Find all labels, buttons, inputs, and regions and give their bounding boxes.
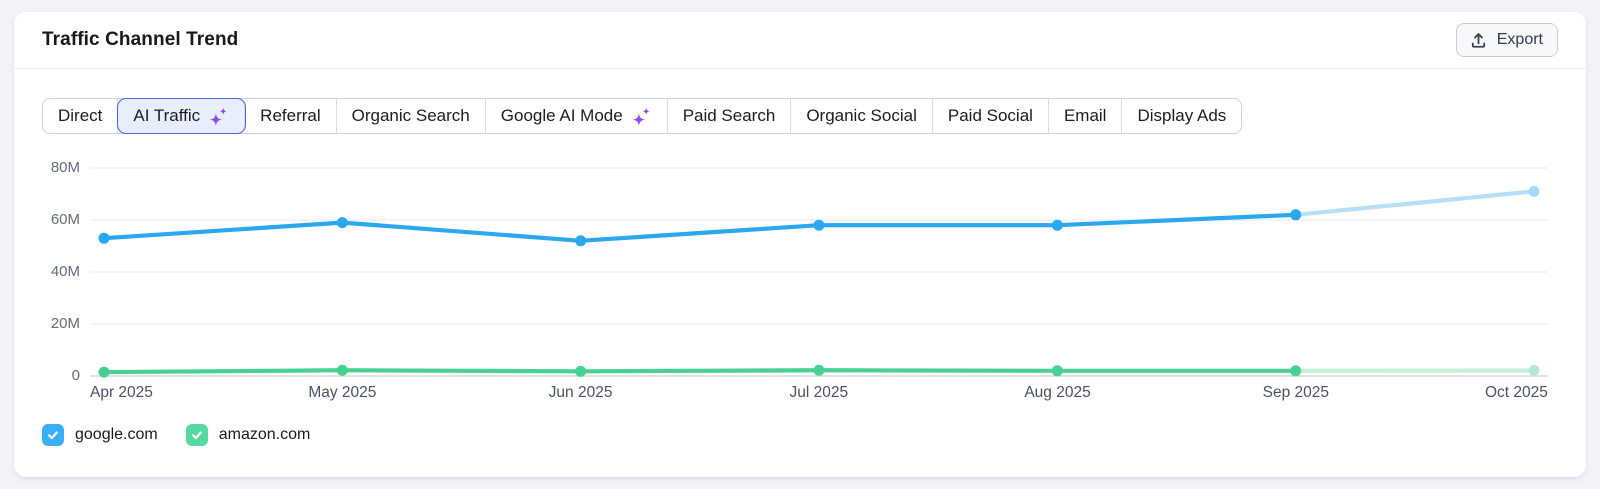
checkmark-icon bbox=[48, 431, 58, 440]
x-tick-label: Oct 2025 bbox=[1485, 384, 1548, 401]
ai-sparkle-icon bbox=[208, 106, 229, 127]
trend-chart: 80M 60M 40M 20M 0 bbox=[42, 156, 1548, 384]
ai-sparkle-icon bbox=[631, 106, 652, 127]
tab-paid-search[interactable]: Paid Search bbox=[668, 99, 792, 133]
y-tick-label: 20M bbox=[50, 315, 80, 332]
tab-label: Direct bbox=[58, 106, 103, 125]
tab-organic-social[interactable]: Organic Social bbox=[791, 99, 933, 133]
data-point-amazon-com-jul-2025[interactable] bbox=[813, 364, 825, 376]
x-tick-label: Jul 2025 bbox=[789, 384, 849, 401]
legend-item-google-com[interactable]: google.com bbox=[42, 424, 158, 446]
trend-chart-canvas[interactable] bbox=[90, 156, 1548, 378]
legend-item-amazon-com[interactable]: amazon.com bbox=[185, 424, 311, 446]
tab-ai-traffic[interactable]: AI Traffic bbox=[118, 99, 246, 133]
legend-checkbox-google-com[interactable] bbox=[42, 424, 64, 446]
export-upload-icon bbox=[1469, 31, 1488, 50]
page-title: Traffic Channel Trend bbox=[42, 29, 239, 50]
y-tick-label: 0 bbox=[71, 367, 80, 384]
export-button[interactable]: Export bbox=[1455, 23, 1558, 57]
tab-label: Google AI Mode bbox=[500, 106, 623, 125]
checkmark-icon bbox=[191, 431, 202, 440]
x-tick-label: Jun 2025 bbox=[548, 384, 613, 401]
tab-referral[interactable]: Referral bbox=[245, 99, 337, 133]
data-point-google-com-sep-2025[interactable] bbox=[1290, 209, 1302, 221]
chart-legend: google.com amazon.com bbox=[42, 424, 1558, 446]
data-point-amazon-com-may-2025[interactable] bbox=[336, 364, 348, 376]
x-tick-label: Apr 2025 bbox=[90, 384, 153, 401]
data-point-amazon-com-jun-2025[interactable] bbox=[575, 365, 587, 377]
traffic-channel-trend-card: Traffic Channel Trend Export Direct AI Tr… bbox=[14, 12, 1586, 477]
data-point-google-com-jul-2025[interactable] bbox=[813, 219, 825, 231]
trend-line-amazon-com bbox=[101, 368, 1298, 375]
tab-paid-social[interactable]: Paid Social bbox=[933, 99, 1049, 133]
export-button-label: Export bbox=[1496, 31, 1543, 48]
trend-line-google-com bbox=[101, 212, 1298, 243]
data-point-google-com-jun-2025[interactable] bbox=[575, 235, 587, 247]
tab-label: Paid Social bbox=[947, 106, 1033, 125]
tab-email[interactable]: Email bbox=[1049, 99, 1123, 133]
tab-organic-search[interactable]: Organic Search bbox=[337, 99, 486, 133]
x-tick-label: Aug 2025 bbox=[1024, 384, 1091, 401]
data-point-amazon-com-apr-2025[interactable] bbox=[98, 366, 110, 378]
channel-tabs: Direct AI Traffic Referral Organic Search Go… bbox=[42, 98, 1243, 134]
data-point-google-com-apr-2025[interactable] bbox=[98, 232, 110, 244]
forecast-line-google-com bbox=[1293, 189, 1537, 217]
x-tick-label: Sep 2025 bbox=[1262, 384, 1330, 401]
data-point-amazon-com-oct-2025[interactable] bbox=[1528, 365, 1540, 377]
x-tick-label: May 2025 bbox=[308, 384, 377, 401]
tab-label: Paid Search bbox=[682, 106, 776, 125]
y-tick-label: 80M bbox=[50, 159, 80, 176]
tab-label: Organic Search bbox=[351, 106, 470, 125]
data-point-amazon-com-aug-2025[interactable] bbox=[1051, 365, 1063, 377]
tab-label: Email bbox=[1063, 106, 1107, 125]
data-point-google-com-oct-2025[interactable] bbox=[1528, 185, 1540, 197]
tab-direct[interactable]: Direct bbox=[43, 99, 119, 133]
y-tick-label: 40M bbox=[50, 263, 80, 280]
x-axis-labels: Apr 2025 May 2025 Jun 2025 Jul 2025 Aug 2025… bbox=[90, 384, 1548, 406]
data-point-google-com-may-2025[interactable] bbox=[336, 217, 348, 229]
tab-label: Referral bbox=[260, 106, 321, 125]
legend-checkbox-amazon-com[interactable] bbox=[185, 424, 208, 446]
legend-label: amazon.com bbox=[218, 426, 311, 443]
y-tick-label: 60M bbox=[50, 211, 80, 228]
data-point-google-com-aug-2025[interactable] bbox=[1051, 219, 1063, 231]
legend-label: google.com bbox=[75, 426, 158, 443]
tab-label: Organic Social bbox=[806, 106, 917, 125]
tab-display-ads[interactable]: Display Ads bbox=[1122, 99, 1241, 133]
tab-label: Display Ads bbox=[1137, 106, 1227, 125]
tab-google-ai-mode[interactable]: Google AI Mode bbox=[486, 99, 668, 133]
tab-label: AI Traffic bbox=[133, 106, 201, 125]
data-point-amazon-com-sep-2025[interactable] bbox=[1290, 365, 1302, 377]
card-header: Traffic Channel Trend Export bbox=[14, 12, 1586, 69]
y-axis-labels: 80M 60M 40M 20M 0 bbox=[42, 156, 80, 384]
